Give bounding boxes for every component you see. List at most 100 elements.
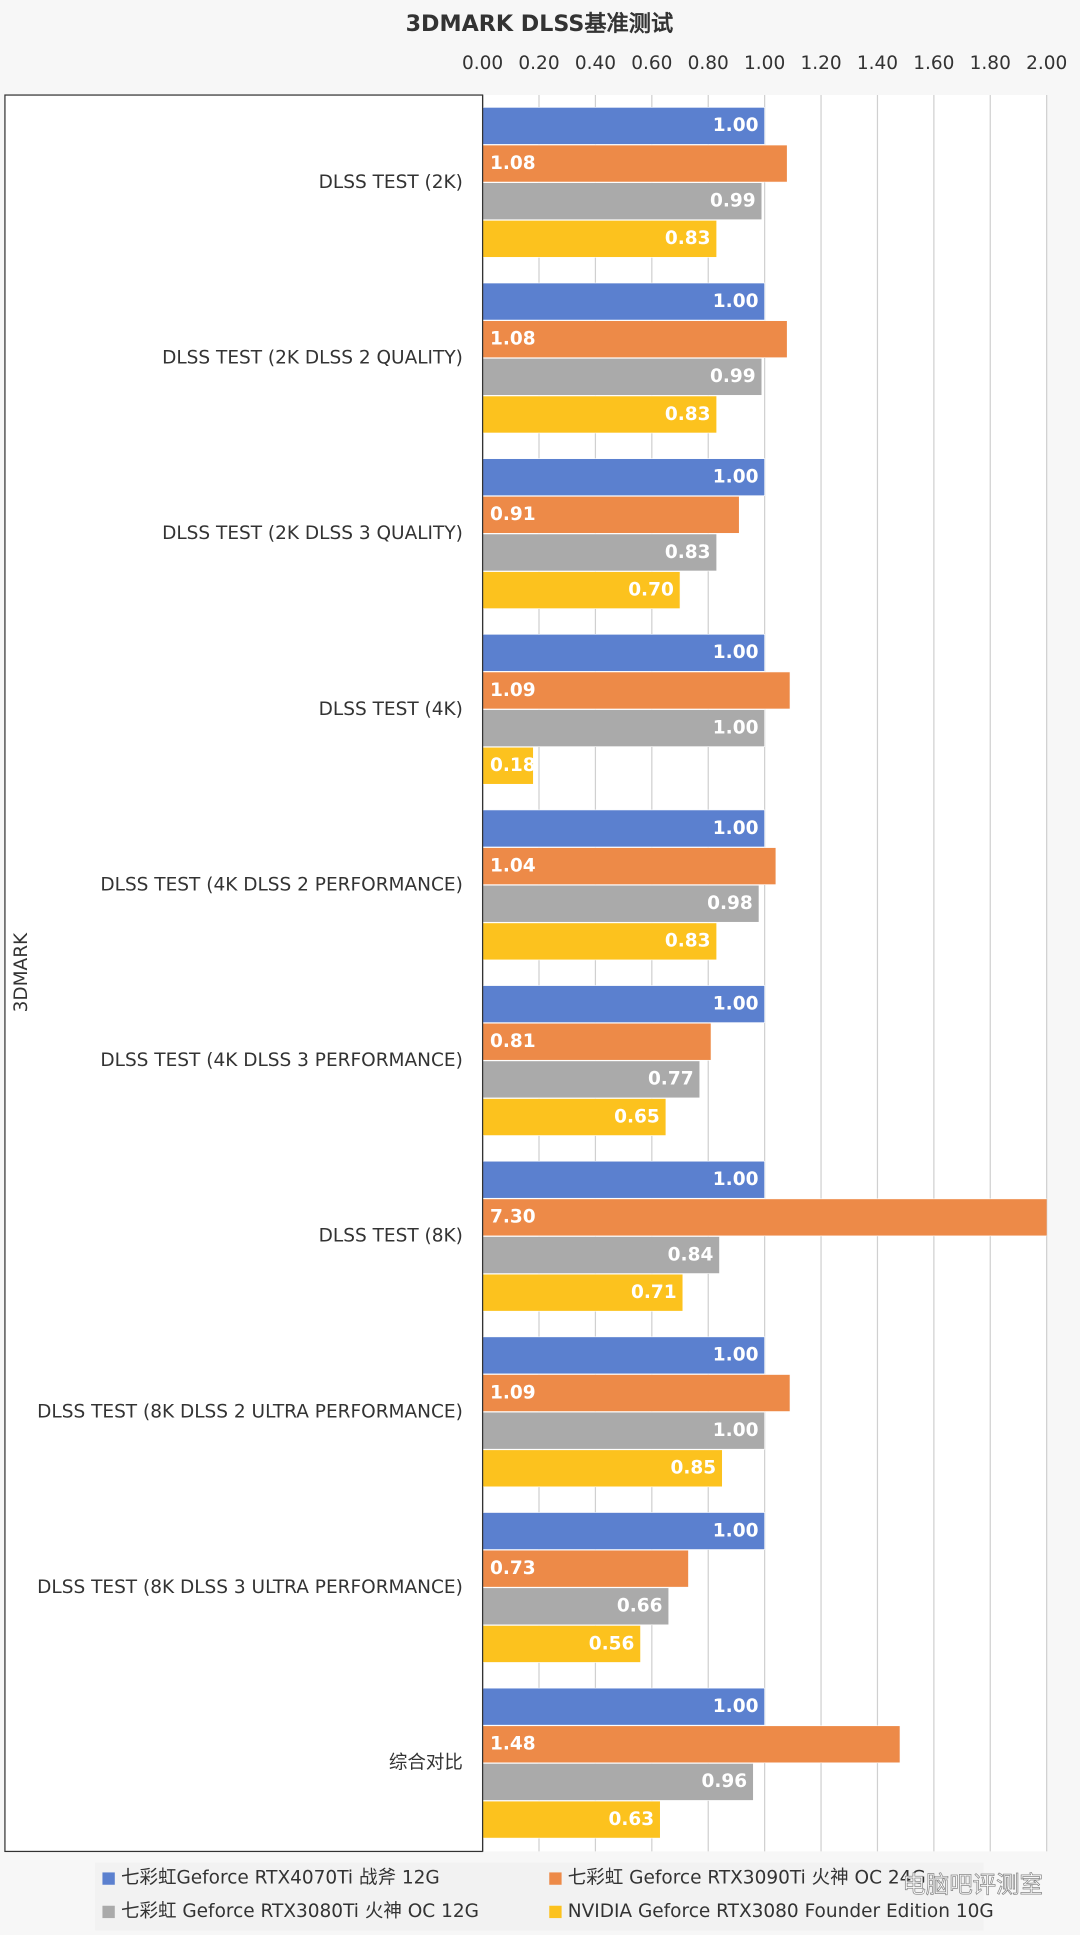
value-label: 1.48 bbox=[490, 1734, 536, 1755]
value-label: 0.81 bbox=[490, 1031, 536, 1052]
chart-title: 3DMARK DLSS基准测试 bbox=[406, 11, 674, 37]
legend-swatch bbox=[102, 1905, 115, 1919]
value-label: 0.83 bbox=[665, 542, 711, 563]
legend-label: NVIDIA Geforce RTX3080 Founder Edition 1… bbox=[568, 1901, 994, 1922]
bar bbox=[482, 395, 718, 434]
bar bbox=[482, 922, 718, 961]
bar bbox=[482, 144, 788, 183]
bar bbox=[482, 1687, 765, 1726]
value-label: 0.63 bbox=[608, 1809, 654, 1830]
value-label: 1.08 bbox=[490, 153, 536, 174]
bar bbox=[482, 1725, 901, 1764]
x-tick-label: 1.40 bbox=[857, 53, 898, 74]
bar bbox=[482, 633, 765, 672]
value-label: 0.91 bbox=[490, 504, 536, 525]
category-label: DLSS TEST (2K DLSS 3 QUALITY) bbox=[162, 523, 463, 544]
bar bbox=[482, 182, 763, 221]
value-label: 0.98 bbox=[707, 893, 753, 914]
value-label: 1.00 bbox=[713, 115, 759, 136]
bar bbox=[482, 1512, 765, 1550]
bar bbox=[482, 1587, 670, 1626]
x-tick-label: 1.60 bbox=[913, 53, 954, 74]
bar bbox=[482, 746, 534, 785]
watermark: 电脑吧评测室 bbox=[902, 1870, 1043, 1898]
category-label: DLSS TEST (8K) bbox=[319, 1226, 463, 1247]
value-label: 1.00 bbox=[713, 1696, 759, 1717]
value-label: 1.00 bbox=[713, 291, 759, 312]
value-label: 1.00 bbox=[713, 1520, 759, 1541]
bar bbox=[482, 671, 791, 710]
bar bbox=[482, 809, 765, 848]
category-label: DLSS TEST (8K DLSS 2 ULTRA PERFORMANCE) bbox=[37, 1401, 463, 1422]
category-label: 综合对比 bbox=[389, 1753, 463, 1774]
value-label: 1.04 bbox=[490, 855, 536, 876]
bar bbox=[482, 1198, 1047, 1237]
value-label: 1.00 bbox=[713, 1345, 759, 1366]
x-tick-label: 0.40 bbox=[575, 53, 616, 74]
bar bbox=[482, 709, 765, 747]
legend-swatch bbox=[549, 1905, 562, 1919]
bar bbox=[482, 320, 788, 359]
value-label: 0.65 bbox=[614, 1106, 660, 1127]
legend-swatch bbox=[549, 1872, 562, 1885]
value-label: 0.73 bbox=[490, 1558, 536, 1579]
legend-label: 七彩虹Geforce RTX4070Ti 战斧 12G bbox=[121, 1868, 440, 1889]
bar bbox=[482, 1336, 765, 1375]
category-label: DLSS TEST (4K DLSS 2 PERFORMANCE) bbox=[100, 874, 462, 895]
bar bbox=[482, 358, 763, 396]
value-label: 1.00 bbox=[713, 466, 759, 487]
value-label: 0.99 bbox=[710, 191, 756, 212]
legend-label: 七彩虹 Geforce RTX3080Ti 火神 OC 12G bbox=[121, 1901, 479, 1922]
value-label: 0.18 bbox=[490, 755, 536, 776]
bar bbox=[482, 847, 777, 885]
bar bbox=[482, 985, 765, 1023]
x-tick-label: 0.80 bbox=[688, 53, 729, 74]
bar bbox=[482, 571, 681, 609]
value-label: 0.83 bbox=[665, 228, 711, 249]
x-tick-label: 0.00 bbox=[462, 53, 503, 74]
value-label: 0.71 bbox=[631, 1282, 677, 1303]
value-label: 1.00 bbox=[713, 993, 759, 1014]
value-label: 1.00 bbox=[713, 642, 759, 663]
legend-swatch bbox=[102, 1872, 115, 1885]
x-tick-label: 0.20 bbox=[518, 53, 559, 74]
bar bbox=[482, 1625, 641, 1663]
bar bbox=[482, 220, 718, 258]
bar bbox=[482, 1098, 667, 1136]
value-label: 1.09 bbox=[490, 680, 536, 701]
value-label: 1.09 bbox=[490, 1382, 536, 1403]
x-tick-label: 2.00 bbox=[1026, 53, 1067, 74]
x-tick-label: 1.20 bbox=[800, 53, 841, 74]
category-area bbox=[4, 94, 484, 1853]
value-label: 0.85 bbox=[671, 1458, 717, 1479]
bar bbox=[482, 107, 765, 145]
bar bbox=[482, 1800, 661, 1839]
category-label: DLSS TEST (4K) bbox=[319, 699, 463, 720]
bar bbox=[482, 1763, 754, 1801]
value-label: 0.56 bbox=[589, 1633, 635, 1654]
category-label: DLSS TEST (8K DLSS 3 ULTRA PERFORMANCE) bbox=[37, 1577, 463, 1598]
bar bbox=[482, 1549, 689, 1588]
value-label: 0.77 bbox=[648, 1069, 694, 1090]
value-label: 1.08 bbox=[490, 328, 536, 349]
bar bbox=[482, 533, 718, 572]
value-label: 1.00 bbox=[713, 1169, 759, 1190]
value-label: 0.70 bbox=[628, 579, 674, 600]
value-label: 0.83 bbox=[665, 404, 711, 425]
bar bbox=[482, 884, 760, 923]
x-tick-label: 1.80 bbox=[970, 53, 1011, 74]
bar bbox=[482, 496, 740, 534]
bar bbox=[482, 1411, 765, 1450]
category-label: DLSS TEST (2K) bbox=[319, 172, 463, 193]
value-label: 1.00 bbox=[713, 717, 759, 738]
category-label: DLSS TEST (4K DLSS 3 PERFORMANCE) bbox=[100, 1050, 462, 1071]
bar bbox=[482, 1060, 701, 1099]
value-label: 0.66 bbox=[617, 1596, 663, 1617]
x-tick-label: 1.00 bbox=[744, 53, 785, 74]
value-label: 0.96 bbox=[702, 1771, 748, 1792]
value-label: 0.84 bbox=[668, 1244, 714, 1265]
bar bbox=[482, 1449, 723, 1488]
bar bbox=[482, 1236, 720, 1274]
bar bbox=[482, 282, 765, 321]
